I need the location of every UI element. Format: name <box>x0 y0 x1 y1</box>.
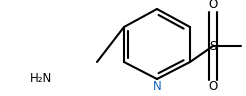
Text: S: S <box>209 39 217 53</box>
Text: N: N <box>153 81 161 94</box>
Text: O: O <box>208 0 218 12</box>
Text: O: O <box>208 81 218 94</box>
Text: H₂N: H₂N <box>30 72 52 86</box>
